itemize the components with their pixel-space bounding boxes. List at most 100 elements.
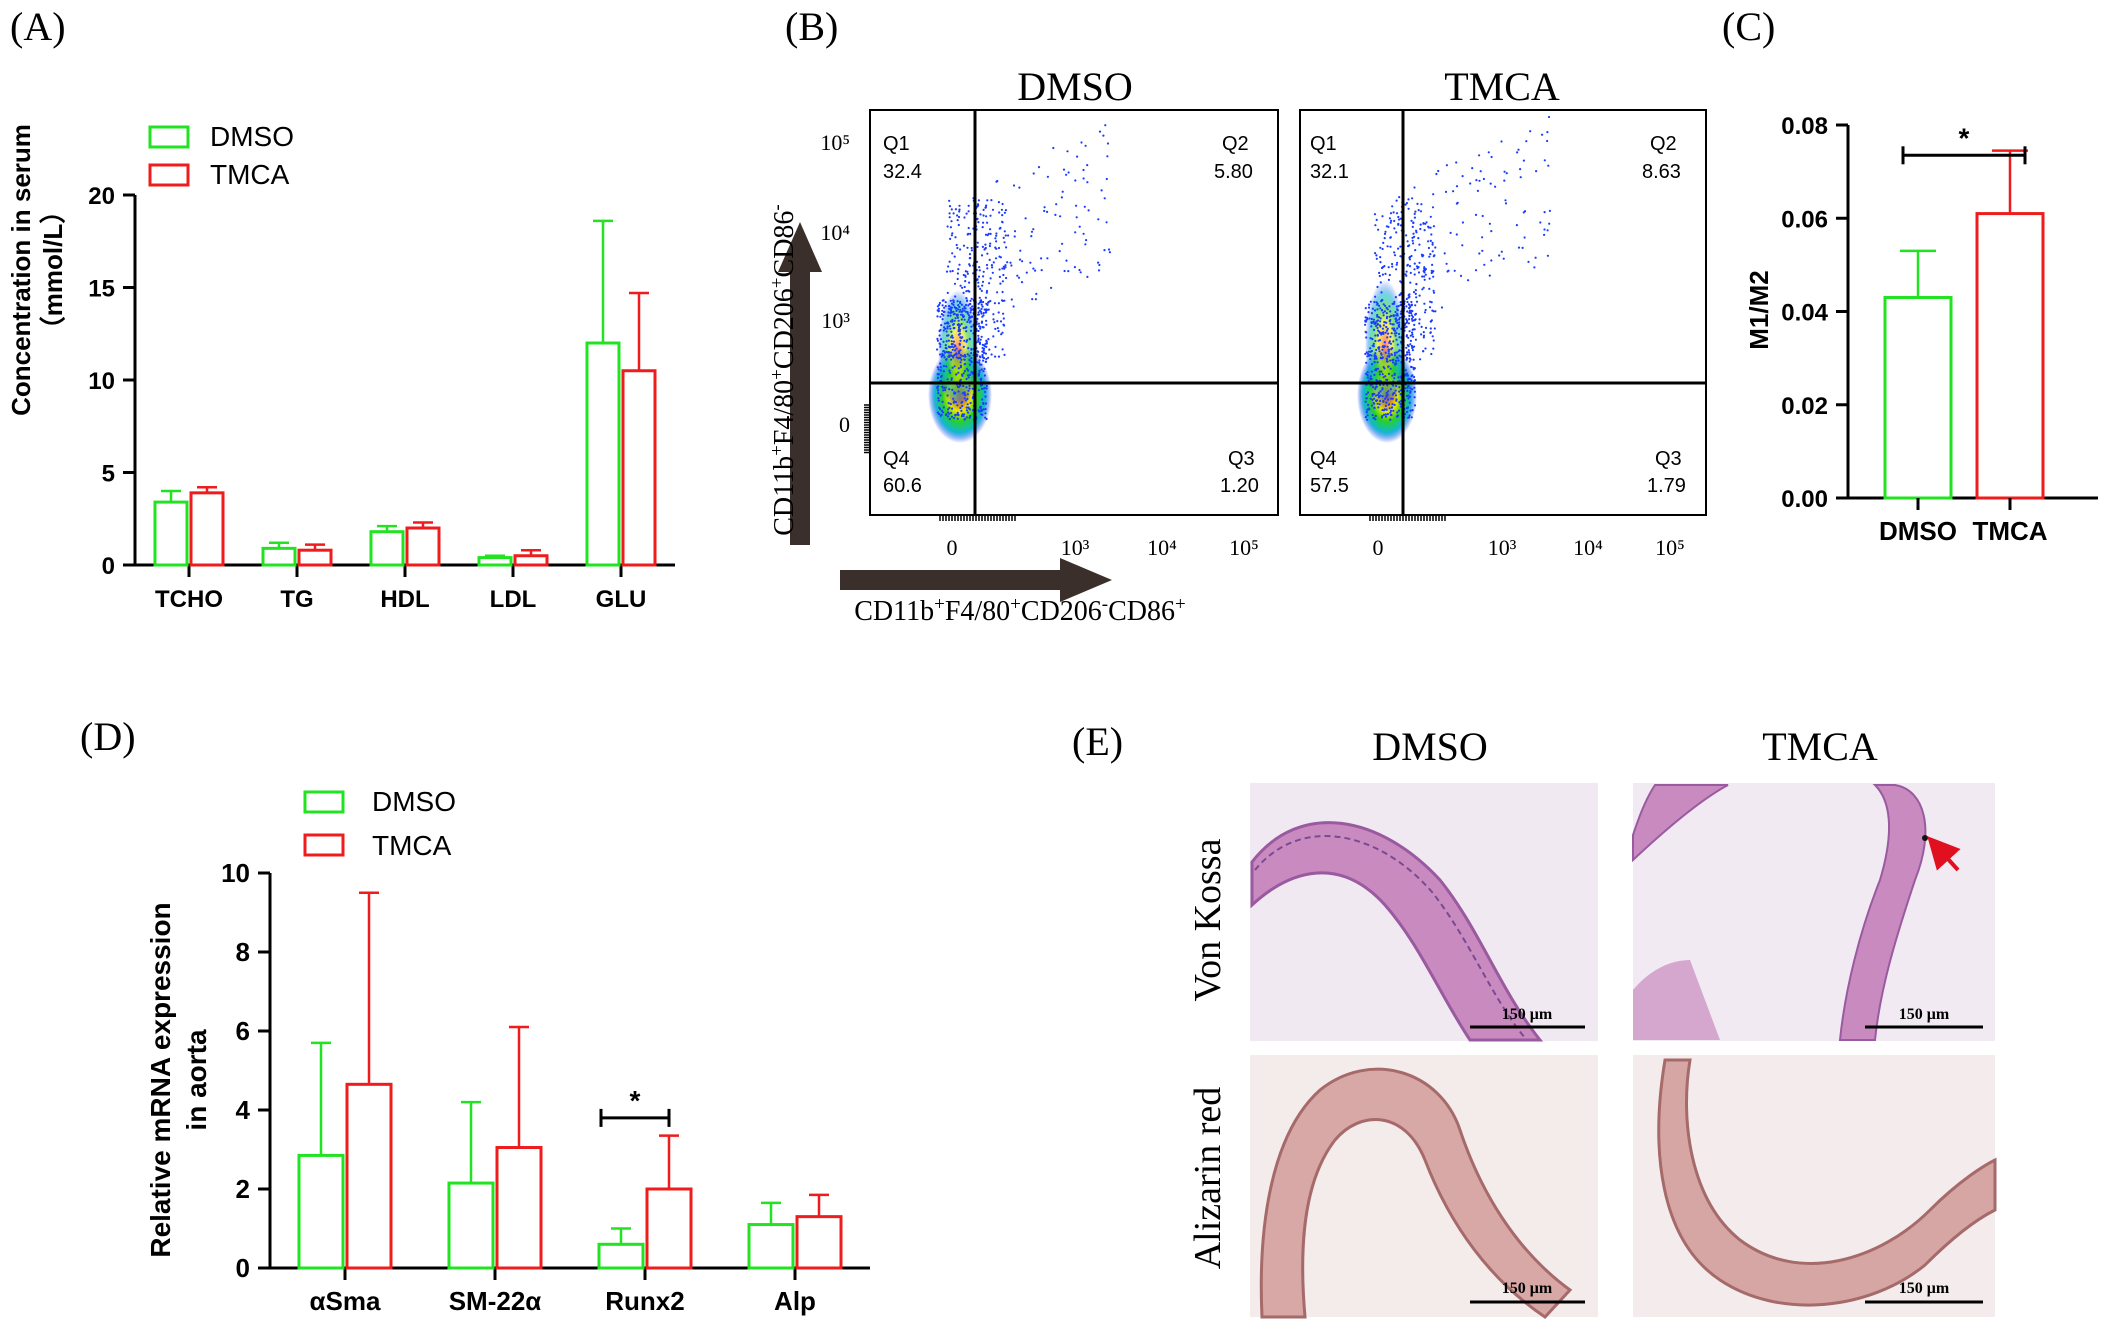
flow-event-dot <box>1381 273 1384 276</box>
d-category-label: SM-22α <box>449 1286 542 1316</box>
flow-event-dot <box>1423 275 1426 278</box>
flow-event-dot <box>1431 335 1434 338</box>
flow-event-dot <box>956 214 959 217</box>
flow-event-dot <box>979 325 982 328</box>
x-arrow-head <box>1060 558 1112 602</box>
a-bar-dmso <box>261 546 297 567</box>
flow-event-dot <box>1381 395 1384 398</box>
flow-event-dot <box>1414 304 1417 307</box>
flow-event-dot <box>1369 375 1372 378</box>
a-category-label: TCHO <box>155 586 223 613</box>
flow-event-dot <box>966 270 969 273</box>
flow-event-dot <box>1383 310 1386 313</box>
flow-event-dot <box>992 335 995 338</box>
flow-event-dot <box>969 401 972 405</box>
flow-event-dot <box>961 392 964 395</box>
y-axis-label-a-line1: Concentration in serum <box>6 124 36 416</box>
flow-event-dot <box>993 321 996 324</box>
flow-event-dot <box>1415 265 1419 268</box>
legend-a: DMSO TMCA <box>148 121 294 190</box>
flow-event-dot <box>1418 322 1421 325</box>
flow-event-dot <box>954 414 957 417</box>
flow-event-dot <box>977 361 981 364</box>
flow-event-dot <box>1411 239 1414 242</box>
q4-value-dmso: 60.6 <box>883 475 922 497</box>
flow-event-dot <box>1469 182 1472 185</box>
flow-event-dot <box>950 330 953 333</box>
flow-event-dot <box>976 245 979 248</box>
flow-event-dot <box>955 243 958 247</box>
flow-event-dot <box>939 343 942 346</box>
flow-event-dot <box>1365 397 1368 400</box>
flow-event-dot <box>977 334 980 337</box>
flow-event-dot <box>1365 316 1368 319</box>
a-category-label: GLU <box>596 586 647 613</box>
legend-label-dmso: DMSO <box>210 121 294 152</box>
flow-event-dot <box>997 311 1000 314</box>
flow-event-dot <box>942 389 945 392</box>
flow-event-dot <box>1389 342 1393 345</box>
flow-event-dot <box>1409 343 1412 346</box>
flow-event-dot <box>1423 267 1426 270</box>
flow-event-dot <box>1382 241 1385 244</box>
flow-event-dot <box>940 413 943 416</box>
flow-event-dot <box>968 253 972 256</box>
flow-event-dot <box>951 366 954 369</box>
flow-event-dot <box>1102 134 1105 137</box>
flow-event-dot <box>952 301 955 304</box>
flow-event-dot <box>1413 186 1416 189</box>
flow-event-dot <box>981 350 984 353</box>
flow-event-dot <box>952 397 955 400</box>
a-ytick-label: 20 <box>88 183 115 210</box>
flow-event-dot <box>958 208 961 211</box>
flow-event-dot <box>982 214 985 217</box>
flow-event-dot <box>989 214 992 217</box>
flow-event-dot <box>1391 361 1395 364</box>
flow-event-dot <box>1074 231 1077 234</box>
flow-event-dot <box>947 351 951 354</box>
flow-event-dot <box>1000 333 1003 336</box>
flow-event-dot <box>997 201 1001 204</box>
panel-label-c: (C) <box>1722 4 1775 49</box>
q4-name-dmso: Q4 <box>883 448 910 470</box>
flow-event-dot <box>984 390 987 393</box>
flow-event-dot <box>1398 196 1401 199</box>
flow-event-dot <box>948 417 951 421</box>
ylab-part2: F4/80 <box>769 380 800 445</box>
flow-event-dot <box>1066 150 1069 153</box>
flow-event-dot <box>967 318 970 321</box>
flow-event-dot <box>1421 255 1424 258</box>
vessel-wall-vk-dmso <box>1250 821 1544 1042</box>
flow-event-dot <box>963 285 966 289</box>
flow-event-dot <box>999 256 1003 259</box>
flow-event-dot <box>1521 246 1524 249</box>
flow-event-dot <box>1455 161 1458 164</box>
flow-event-dot <box>1378 274 1381 278</box>
flow-event-dot <box>1430 233 1433 236</box>
flow-event-dot <box>1393 351 1396 354</box>
flow-event-dot <box>1431 250 1434 253</box>
flow-event-dot <box>1013 230 1017 233</box>
flow-event-dot <box>957 367 961 370</box>
flow-event-dot <box>966 353 969 356</box>
flow-event-dot <box>956 316 960 319</box>
flow-event-dot <box>1412 358 1415 361</box>
flow-event-dot <box>1424 347 1427 350</box>
flow-event-dot <box>1398 354 1401 357</box>
flow-event-dot <box>968 263 971 266</box>
flow-event-dot <box>1414 210 1417 213</box>
flow-event-dot <box>943 326 946 329</box>
flow-event-dot <box>1374 295 1377 298</box>
flow-event-dot <box>1405 325 1408 328</box>
flow-event-dot <box>1384 351 1387 354</box>
flow-event-dot <box>968 407 971 410</box>
flow-event-dot <box>966 393 970 396</box>
flow-event-dot <box>957 413 960 417</box>
flow-event-dot <box>1391 374 1394 377</box>
flow-event-dot <box>989 232 992 235</box>
flow-event-dot <box>969 232 972 235</box>
flow-event-dot <box>1062 168 1066 171</box>
flow-event-dot <box>953 319 956 322</box>
flow-event-dot <box>977 339 980 342</box>
flow-event-dot <box>942 370 946 373</box>
